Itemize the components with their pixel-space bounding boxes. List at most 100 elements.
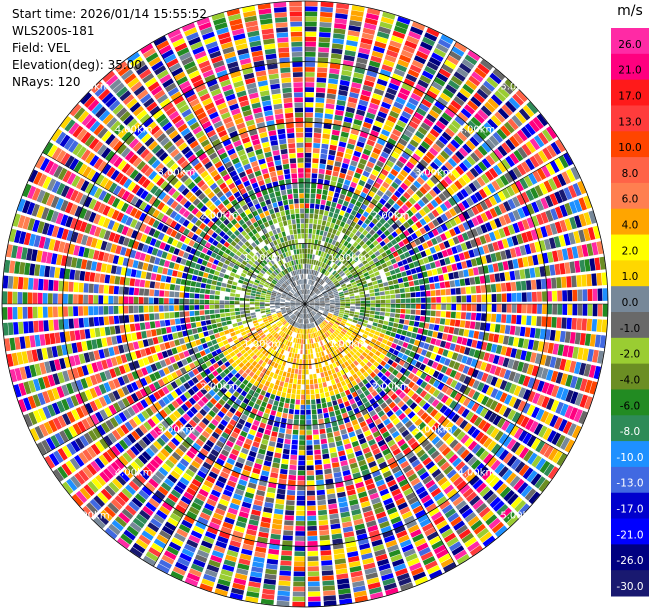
velocity-gate xyxy=(311,404,316,410)
velocity-gate xyxy=(468,182,478,193)
velocity-gate xyxy=(486,304,492,312)
velocity-gate xyxy=(391,327,398,333)
velocity-gate xyxy=(352,248,358,254)
velocity-gate xyxy=(357,104,367,112)
velocity-gate xyxy=(508,396,517,408)
velocity-gate xyxy=(532,378,540,391)
velocity-gate xyxy=(362,84,373,92)
velocity-gate xyxy=(211,323,218,329)
velocity-gate xyxy=(328,78,339,85)
velocity-gate xyxy=(348,288,354,292)
velocity-gate xyxy=(403,178,412,187)
velocity-gate xyxy=(375,261,381,267)
velocity-gate xyxy=(499,174,509,186)
velocity-gate xyxy=(309,299,314,302)
velocity-gate xyxy=(584,333,591,346)
velocity-gate xyxy=(374,288,380,293)
velocity-gate xyxy=(312,280,315,286)
velocity-gate xyxy=(458,373,467,383)
velocity-gate xyxy=(466,208,475,218)
velocity-gate xyxy=(503,201,512,212)
velocity-gate xyxy=(460,188,469,198)
velocity-gate xyxy=(348,344,354,350)
velocity-gate xyxy=(389,285,395,290)
velocity-gate xyxy=(421,70,434,80)
velocity-gate xyxy=(320,153,328,160)
velocity-gate xyxy=(340,299,345,302)
velocity-gate xyxy=(419,218,427,226)
velocity-gate xyxy=(362,236,369,243)
velocity-gate xyxy=(456,67,469,78)
velocity-gate xyxy=(484,233,492,243)
velocity-gate xyxy=(331,457,339,463)
velocity-gate xyxy=(592,288,598,301)
velocity-gate xyxy=(337,326,343,331)
velocity-gate xyxy=(341,285,347,290)
velocity-gate xyxy=(405,101,417,111)
velocity-gate xyxy=(518,108,531,121)
velocity-gate xyxy=(521,292,527,302)
velocity-gate xyxy=(375,340,382,346)
velocity-gate xyxy=(415,83,427,93)
velocity-gate xyxy=(301,339,304,344)
velocity-gate xyxy=(480,361,488,371)
velocity-gate xyxy=(282,387,288,393)
velocity-gate xyxy=(312,429,319,435)
velocity-gate xyxy=(325,169,332,176)
velocity-gate xyxy=(426,202,435,211)
velocity-gate xyxy=(370,253,377,260)
velocity-gate xyxy=(444,127,455,138)
velocity-gate xyxy=(456,262,463,270)
velocity-gate xyxy=(315,204,320,210)
velocity-gate xyxy=(422,36,436,47)
velocity-gate xyxy=(521,161,531,173)
velocity-gate xyxy=(392,203,401,211)
velocity-gate xyxy=(219,331,225,337)
velocity-gate xyxy=(348,202,355,209)
velocity-gate xyxy=(574,377,583,390)
velocity-gate xyxy=(313,295,318,299)
velocity-gate xyxy=(521,232,529,243)
velocity-gate xyxy=(439,356,447,364)
velocity-gate xyxy=(565,389,574,403)
velocity-gate xyxy=(362,27,376,35)
velocity-gate xyxy=(309,208,314,214)
velocity-gate xyxy=(343,290,349,294)
velocity-gate xyxy=(257,318,263,322)
velocity-gate xyxy=(386,210,394,218)
velocity-gate xyxy=(487,183,496,194)
velocity-gate xyxy=(292,591,305,597)
velocity-gate xyxy=(530,187,539,199)
velocity-gate xyxy=(439,404,448,414)
velocity-gate xyxy=(366,266,372,272)
velocity-gate xyxy=(439,258,446,266)
velocity-gate xyxy=(340,131,349,138)
velocity-gate xyxy=(546,398,555,411)
velocity-gate xyxy=(443,175,453,185)
velocity-gate xyxy=(337,214,343,221)
velocity-gate xyxy=(290,373,294,379)
velocity-gate xyxy=(330,233,335,240)
velocity-gate xyxy=(381,64,393,73)
velocity-gate xyxy=(430,310,436,317)
velocity-gate xyxy=(576,318,582,331)
velocity-gate xyxy=(445,84,457,95)
velocity-gate xyxy=(426,297,431,303)
velocity-gate xyxy=(494,90,507,102)
velocity-gate xyxy=(532,254,539,266)
velocity-gate xyxy=(293,424,299,430)
velocity-gate xyxy=(367,214,374,221)
velocity-gate xyxy=(305,294,307,299)
velocity-gate xyxy=(319,256,323,262)
velocity-gate xyxy=(425,192,434,201)
velocity-gate xyxy=(387,137,397,146)
velocity-gate xyxy=(426,270,433,277)
velocity-gate xyxy=(307,254,310,259)
velocity-gate xyxy=(376,229,383,236)
velocity-gate xyxy=(209,334,216,341)
velocity-gate xyxy=(344,312,350,316)
velocity-gate xyxy=(323,295,329,298)
velocity-gate xyxy=(532,392,541,405)
velocity-gate xyxy=(426,61,439,71)
velocity-gate xyxy=(305,87,315,93)
